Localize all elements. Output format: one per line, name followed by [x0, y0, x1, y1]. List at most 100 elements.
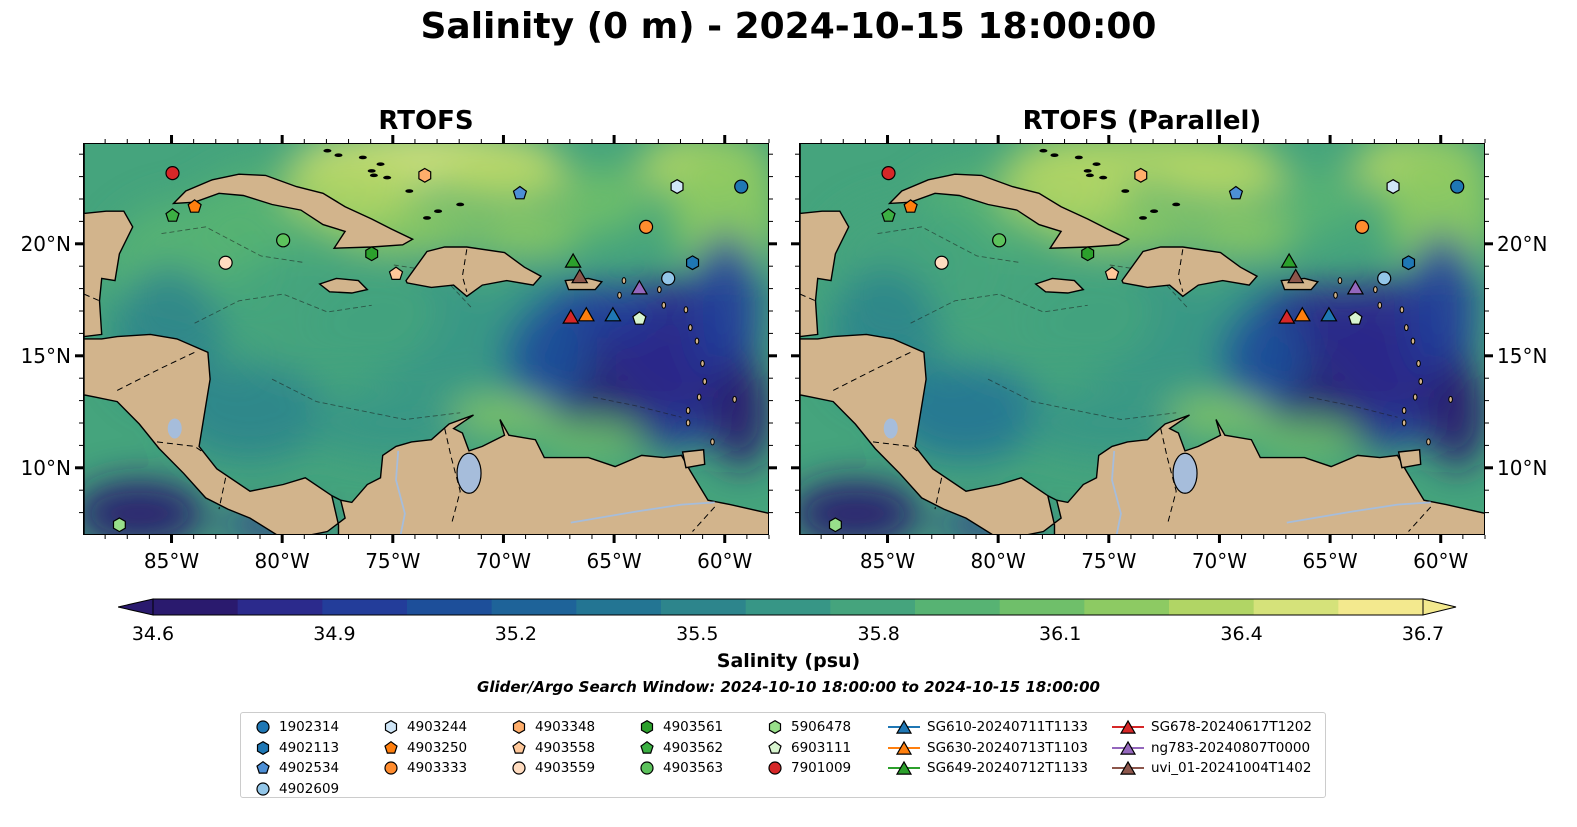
legend-marker-icon[interactable] [1119, 760, 1137, 775]
legend-marker-icon[interactable] [256, 740, 270, 755]
legend-marker-icon[interactable] [640, 720, 654, 734]
marker-4903559[interactable] [934, 255, 949, 270]
panel-title-rtofs: RTOFS [378, 106, 474, 136]
legend-label: 4903348 [535, 719, 596, 735]
marker-4902113[interactable] [1401, 255, 1416, 271]
legend-marker-icon[interactable] [384, 740, 398, 754]
colorbar-segment [999, 599, 1085, 615]
marker-4903558[interactable] [1104, 266, 1120, 280]
marker-4903250[interactable] [903, 199, 918, 213]
marker-5906478[interactable] [828, 517, 842, 533]
colorbar-label: Salinity (psu) [716, 650, 861, 672]
marker-uvi_01-20241004t1402[interactable] [571, 268, 589, 284]
legend-label: 4903333 [407, 760, 468, 776]
marker-4902534[interactable] [512, 185, 528, 200]
legend-marker-icon[interactable] [384, 720, 398, 734]
legend-marker-icon[interactable] [895, 740, 913, 755]
colorbar-segment [1253, 599, 1339, 615]
marker-sg610-20240711t1133[interactable] [1320, 306, 1338, 322]
marker-4903333[interactable] [638, 219, 654, 234]
marker-6903111[interactable] [1348, 311, 1363, 325]
lat-tick-label: 20°N [21, 232, 71, 256]
legend-marker-icon[interactable] [768, 740, 782, 754]
colorbar-tick-label: 36.1 [1038, 623, 1082, 645]
marker-4903558[interactable] [388, 266, 404, 280]
marker-4903348[interactable] [418, 167, 432, 183]
marker-sg649-20240712t1133[interactable] [564, 252, 582, 268]
legend-marker-icon[interactable] [640, 761, 654, 775]
marker-4903562[interactable] [881, 208, 896, 222]
colorbar-segment [153, 599, 239, 615]
marker-sg678-20240617t1202[interactable] [1278, 308, 1296, 324]
legend-marker-icon[interactable] [512, 761, 526, 775]
legend-item: 4903333 [381, 758, 467, 778]
legend-marker-icon[interactable] [512, 740, 526, 754]
marker-4902609[interactable] [661, 271, 676, 286]
legend-item: 5906478 [765, 717, 851, 737]
legend-label: 1902314 [279, 719, 340, 735]
marker-7901009[interactable] [165, 166, 180, 181]
marker-4903561[interactable] [365, 246, 379, 262]
lon-tick-label: 85°W [144, 549, 199, 573]
marker-sg630-20240713t1103[interactable] [577, 306, 595, 322]
legend-marker-icon[interactable] [768, 761, 782, 775]
marker-sg610-20240711t1133[interactable] [604, 306, 622, 322]
marker-4902113[interactable] [685, 255, 700, 271]
colorbar-segment [407, 599, 493, 615]
legend-label: 4903558 [535, 739, 596, 756]
marker-uvi_01-20241004t1402[interactable] [1287, 268, 1305, 284]
marker-1902314[interactable] [1450, 179, 1465, 194]
marker-5906478[interactable] [112, 517, 126, 533]
marker-sg630-20240713t1103[interactable] [1293, 306, 1311, 322]
legend-item: 4903559 [509, 758, 595, 778]
legend-marker-icon[interactable] [1119, 719, 1137, 734]
legend-item: 4902534 [253, 758, 339, 778]
colorbar-extend-min [118, 598, 154, 616]
marker-6903111[interactable] [632, 311, 647, 325]
marker-1902314[interactable] [734, 179, 749, 194]
marker-4903244[interactable] [1386, 179, 1400, 195]
legend-marker-icon[interactable] [256, 720, 270, 734]
legend-marker-icon[interactable] [384, 761, 398, 775]
map-panel-rtofs[interactable] [83, 143, 769, 535]
lon-tick-label: 70°W [1192, 549, 1247, 573]
legend-marker-icon[interactable] [256, 760, 270, 774]
marker-4903244[interactable] [670, 179, 684, 195]
legend-label: SG649-20240712T1133 [927, 760, 1088, 776]
marker-sg678-20240617t1202[interactable] [562, 308, 580, 324]
colorbar [118, 598, 1457, 616]
marker-sg649-20240712t1133[interactable] [1280, 252, 1298, 268]
legend-item: SG649-20240712T1133 [887, 758, 1088, 778]
marker-ng783-20240807t0000[interactable] [630, 279, 649, 295]
legend-label: 7901009 [791, 760, 852, 776]
marker-4903559[interactable] [218, 255, 233, 270]
marker-7901009[interactable] [881, 166, 896, 181]
lat-tick-label: 10°N [1497, 456, 1547, 480]
legend-marker-icon[interactable] [512, 720, 526, 734]
colorbar-tick-label: 36.4 [1220, 623, 1263, 645]
legend-marker-icon[interactable] [895, 760, 913, 775]
marker-ng783-20240807t0000[interactable] [1346, 279, 1365, 295]
legend-marker-icon[interactable] [640, 740, 654, 754]
marker-4903563[interactable] [276, 233, 291, 248]
panel-title-rtofs-parallel: RTOFS (Parallel) [1022, 106, 1262, 136]
lon-tick-label: 70°W [476, 549, 531, 573]
lon-tick-label: 80°W [971, 549, 1026, 573]
legend-marker-icon[interactable] [895, 719, 913, 734]
marker-4902609[interactable] [1377, 271, 1392, 286]
legend-label: 4903561 [663, 719, 724, 735]
marker-4903250[interactable] [187, 199, 202, 213]
legend-item: 4903562 [637, 738, 723, 758]
marker-4903563[interactable] [992, 233, 1007, 248]
marker-4903348[interactable] [1134, 167, 1148, 183]
marker-4903333[interactable] [1354, 219, 1370, 234]
legend-marker-icon[interactable] [256, 781, 270, 796]
marker-4903561[interactable] [1081, 246, 1095, 262]
legend-marker-icon[interactable] [768, 720, 782, 734]
lon-tick-label: 60°W [1413, 549, 1468, 573]
lon-tick-label: 80°W [255, 549, 310, 573]
marker-4902534[interactable] [1228, 185, 1244, 200]
legend-marker-icon[interactable] [1119, 740, 1137, 755]
marker-4903562[interactable] [165, 208, 180, 222]
map-panel-rtofs-parallel[interactable] [799, 143, 1485, 535]
